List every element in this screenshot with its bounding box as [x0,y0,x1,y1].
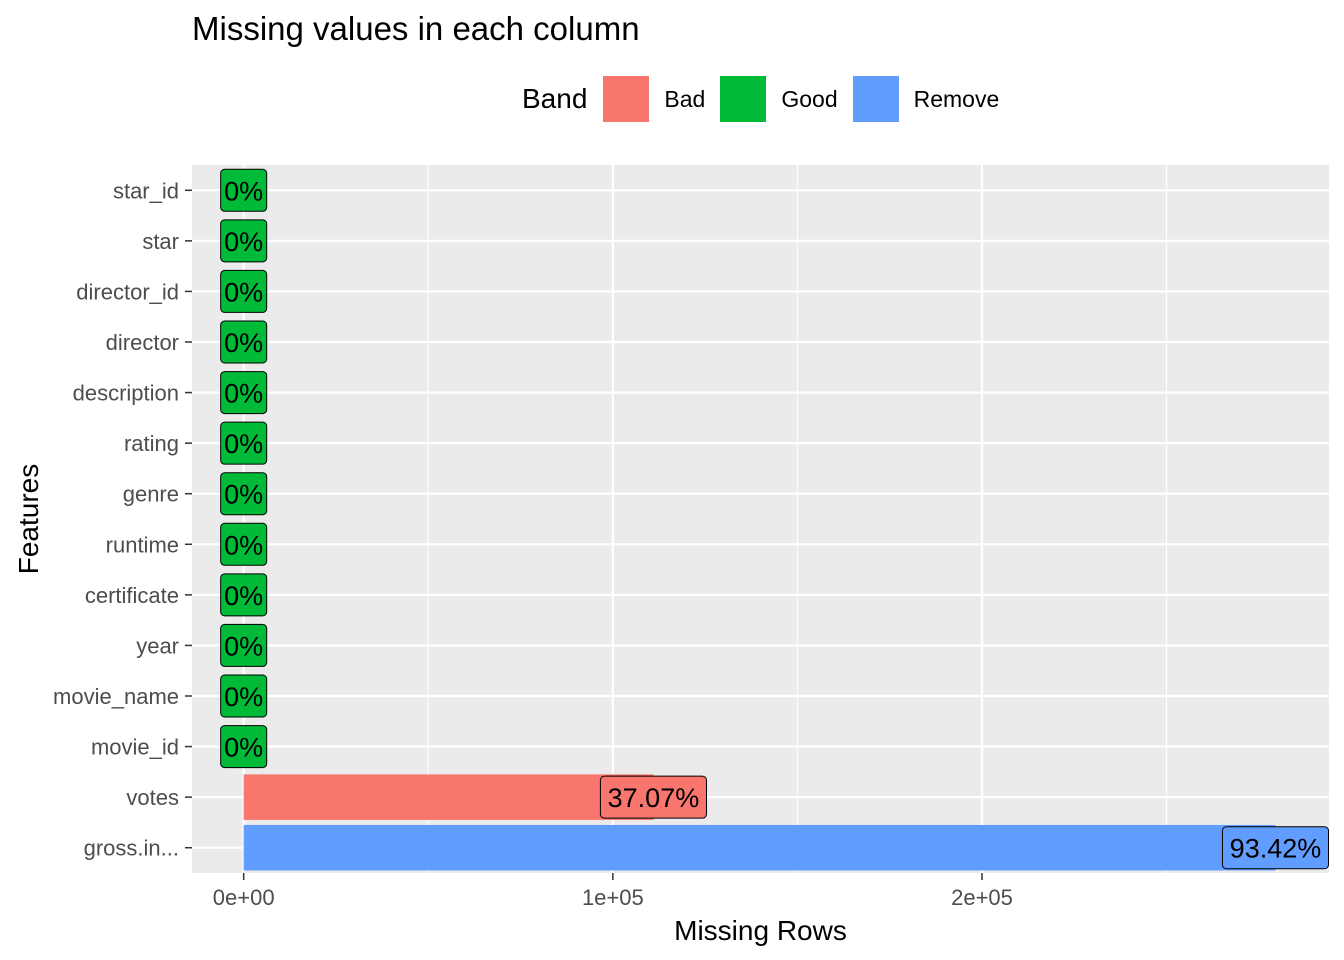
data-label: 0% [224,480,263,510]
data-label: 0% [224,176,263,206]
data-label: 0% [224,227,263,257]
y-tick-label: director_id [76,279,179,304]
data-label-box [220,320,268,364]
data-label: 0% [224,530,263,560]
y-tick-label: year [136,633,179,658]
data-label-box [220,522,268,566]
data-label-box [220,421,268,465]
y-tick-label: star [142,229,179,254]
data-label: 93.42% [1230,834,1322,864]
plot-panel [192,165,1329,873]
y-tick-label: rating [124,431,179,456]
bar-gross-in- [243,824,1276,871]
legend-key-remove [852,76,899,122]
data-label: 0% [224,379,263,409]
x-tick-label: 2e+05 [951,885,1013,910]
y-tick-label: movie_id [91,735,179,760]
bars: 0% 0% 0% 0% 0% 0% 0% 0% 0% 0% 0% 0% 37.07% 93.42% [220,168,1330,871]
data-label: 0% [224,328,263,358]
x-axis: 0e+00 1e+05 2e+05 [213,873,1013,910]
y-tick-label: movie_name [53,684,179,709]
data-label-box [220,219,268,263]
data-label-box [220,725,268,769]
y-tick-label: star_id [113,178,179,203]
data-label: 0% [224,581,263,611]
y-tick-label: gross.in... [84,836,179,861]
legend-label-remove: Remove [913,85,1000,112]
legend-label-bad: Bad [664,85,706,112]
grid-lines [192,165,1329,873]
data-label-box [220,371,268,415]
legend-label-good: Good [781,85,838,112]
data-label-box [1221,826,1330,870]
legend: Band Bad Good Remove [522,76,1014,122]
data-label-box [220,168,268,212]
y-tick-label: director [106,330,179,355]
data-label: 0% [224,277,263,307]
x-tick-label: 1e+05 [582,885,644,910]
legend-key-bad [603,76,650,122]
y-tick-label: genre [123,482,179,507]
data-label: 0% [224,429,263,459]
data-label-box [220,623,268,667]
x-tick-label: 0e+00 [213,885,275,910]
legend-key-good [720,76,767,122]
y-axis-title: Features [13,464,44,575]
data-label: 0% [224,682,263,712]
data-label: 37.07% [608,783,700,813]
data-label: 0% [224,631,263,661]
y-tick-label: certificate [85,583,179,608]
y-tick-label: runtime [106,532,179,557]
x-axis-title: Missing Rows [674,915,847,946]
data-label-box [220,472,268,516]
data-label-box [220,269,268,313]
data-label-box [220,573,268,617]
y-tick-label: description [73,381,179,406]
legend-title: Band [522,83,588,114]
chart-title: Missing values in each column [192,10,640,47]
data-label-box [599,775,707,819]
bar-votes [243,774,654,820]
y-tick-label: votes [126,785,179,810]
data-label-box [220,674,268,718]
data-label: 0% [224,733,263,763]
